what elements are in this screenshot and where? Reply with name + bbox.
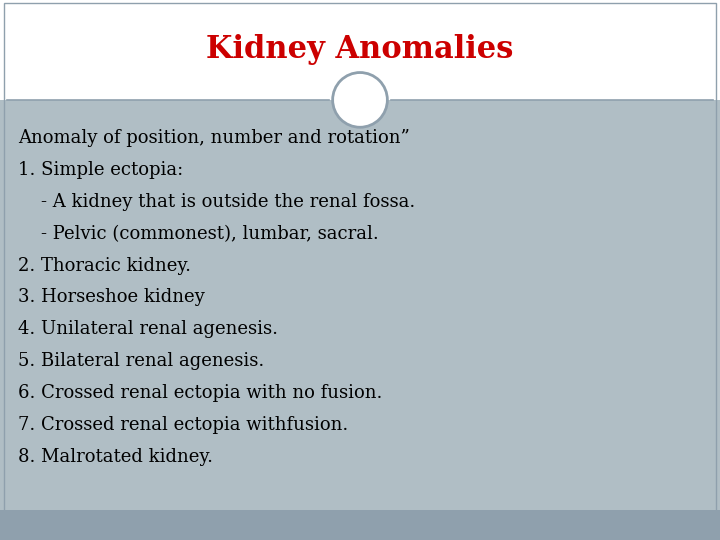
Text: 1. Simple ectopia:: 1. Simple ectopia: [18, 161, 184, 179]
Text: 7. Crossed renal ectopia withfusion.: 7. Crossed renal ectopia withfusion. [18, 416, 348, 434]
Text: - A kidney that is outside the renal fossa.: - A kidney that is outside the renal fos… [18, 193, 415, 211]
Ellipse shape [333, 72, 387, 127]
Text: 2. Thoracic kidney.: 2. Thoracic kidney. [18, 256, 191, 274]
Text: 3. Horseshoe kidney: 3. Horseshoe kidney [18, 288, 204, 306]
Text: 5. Bilateral renal agenesis.: 5. Bilateral renal agenesis. [18, 352, 264, 370]
Text: 4. Unilateral renal agenesis.: 4. Unilateral renal agenesis. [18, 320, 278, 339]
Text: Kidney Anomalies: Kidney Anomalies [207, 35, 513, 65]
Text: Anomaly of position, number and rotation”: Anomaly of position, number and rotation… [18, 129, 410, 147]
FancyBboxPatch shape [0, 100, 720, 540]
Text: 6. Crossed renal ectopia with no fusion.: 6. Crossed renal ectopia with no fusion. [18, 384, 382, 402]
FancyBboxPatch shape [0, 0, 720, 100]
Text: - Pelvic (commonest), lumbar, sacral.: - Pelvic (commonest), lumbar, sacral. [18, 225, 379, 242]
FancyBboxPatch shape [0, 510, 720, 540]
Text: 8. Malrotated kidney.: 8. Malrotated kidney. [18, 448, 213, 466]
